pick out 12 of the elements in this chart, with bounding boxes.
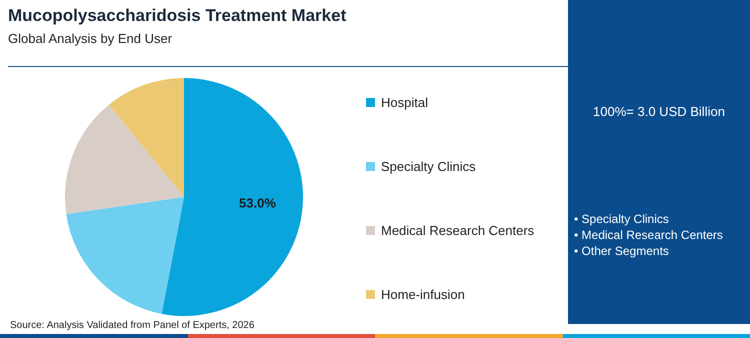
text: • Specialty Clinics xyxy=(574,211,670,227)
chart-subtitle: Global Analysis by End User xyxy=(8,31,172,46)
chart-title: Mucopolysaccharidosis Treatment Market xyxy=(8,6,346,26)
legend-label: Home-infusion xyxy=(381,286,465,302)
text: • Medical Research Centers xyxy=(574,227,723,243)
legend-label: Specialty Clinics xyxy=(381,158,476,174)
text: • Other Segments xyxy=(574,243,670,259)
legend-label: Hospital xyxy=(381,94,428,110)
source-note: Source: Analysis Validated from Panel of Experts, 2026 xyxy=(8,320,256,331)
legend-label: Medical Research Centers xyxy=(381,222,534,238)
text: 100%= 3.0 USD Billion xyxy=(592,104,726,119)
data-label: 53.0% xyxy=(239,196,276,211)
